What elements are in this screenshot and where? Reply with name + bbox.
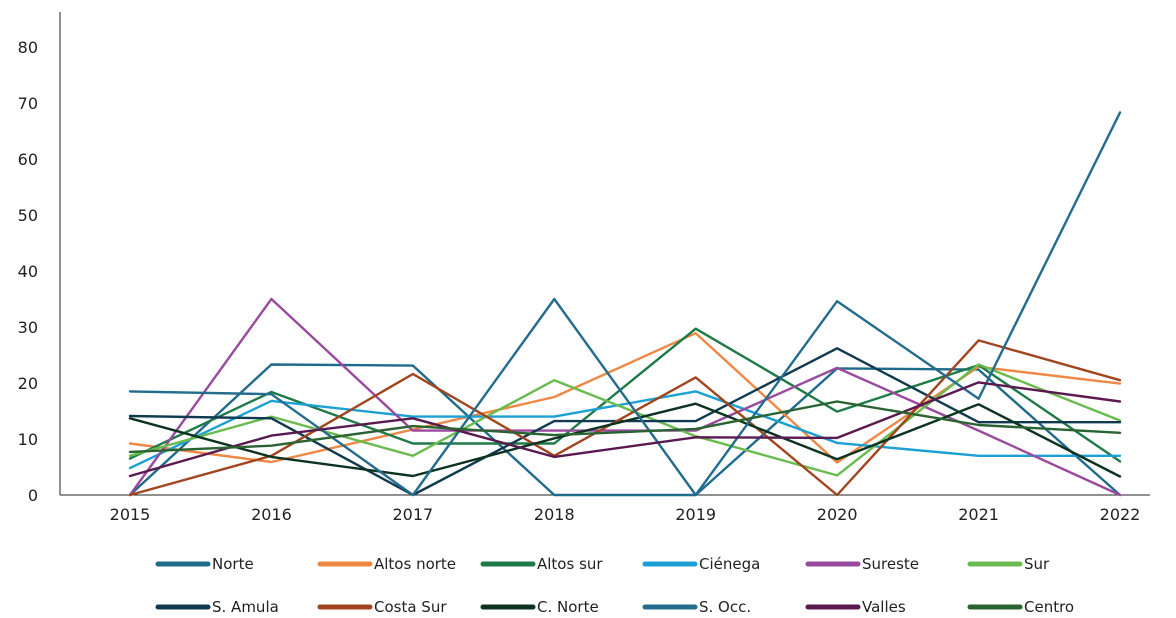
legend-label-centro: Centro xyxy=(1024,598,1074,616)
x-tick-label: 2021 xyxy=(958,505,999,524)
x-tick-label: 2020 xyxy=(817,505,858,524)
legend-label-valles: Valles xyxy=(862,598,906,616)
y-tick-label: 30 xyxy=(18,318,38,337)
legend-label-costa-sur: Costa Sur xyxy=(374,598,447,616)
series-line-valles xyxy=(128,381,1122,478)
series-line-c-norte xyxy=(128,402,1122,478)
y-tick-label: 60 xyxy=(18,150,38,169)
y-tick-label: 50 xyxy=(18,206,38,225)
y-tick-label: 80 xyxy=(18,38,38,57)
legend-label-norte: Norte xyxy=(212,555,254,573)
x-tick-label: 2015 xyxy=(110,505,151,524)
legend-label-s-occ-: S. Occ. xyxy=(699,598,751,616)
series-line-norte xyxy=(128,363,1122,497)
y-tick-label: 20 xyxy=(18,374,38,393)
x-tick-label: 2019 xyxy=(675,505,716,524)
axes: 0 10 20 30 40 50 60 70 80 2015 2016 2017 2018 2019 202… xyxy=(18,12,1150,524)
series-line-altos-sur xyxy=(128,327,1122,463)
legend-label-sureste: Sureste xyxy=(862,555,919,573)
y-tick-label: 0 xyxy=(28,486,38,505)
legend-label-c-norte: C. Norte xyxy=(537,598,599,616)
series-line-centro xyxy=(128,400,1122,454)
x-tick-label: 2022 xyxy=(1100,505,1141,524)
x-tick-label: 2018 xyxy=(534,505,575,524)
legend: Norte Altos norte Altos sur Ciénega Sureste S… xyxy=(155,555,1074,616)
series-line-s-occ- xyxy=(128,111,1122,497)
y-tick-label: 10 xyxy=(18,430,38,449)
y-tick-label: 70 xyxy=(18,94,38,113)
y-tick-label: 40 xyxy=(18,262,38,281)
series-line-ci-nega xyxy=(128,390,1122,470)
legend-label-sur: Sur xyxy=(1024,555,1050,573)
legend-label-altos-norte: Altos norte xyxy=(374,555,456,573)
series-lines xyxy=(128,111,1122,497)
x-tick-label: 2017 xyxy=(392,505,433,524)
legend-label-ci-nega: Ciénega xyxy=(699,555,760,573)
legend-label-s-amula: S. Amula xyxy=(212,598,279,616)
legend-label-altos-sur: Altos sur xyxy=(537,555,603,573)
x-tick-label: 2016 xyxy=(251,505,292,524)
